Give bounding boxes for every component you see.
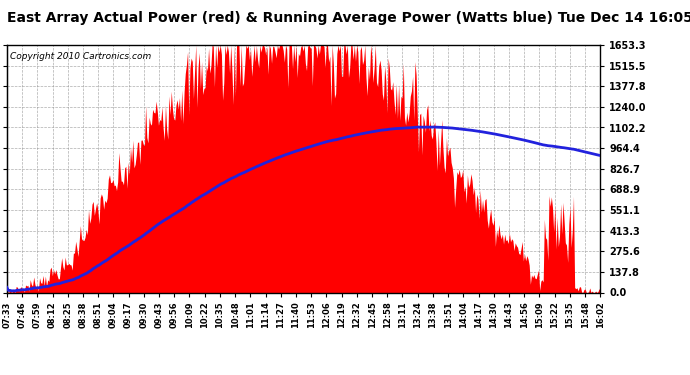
Text: East Array Actual Power (red) & Running Average Power (Watts blue) Tue Dec 14 16: East Array Actual Power (red) & Running … bbox=[7, 11, 690, 25]
Text: Copyright 2010 Cartronics.com: Copyright 2010 Cartronics.com bbox=[10, 53, 151, 62]
